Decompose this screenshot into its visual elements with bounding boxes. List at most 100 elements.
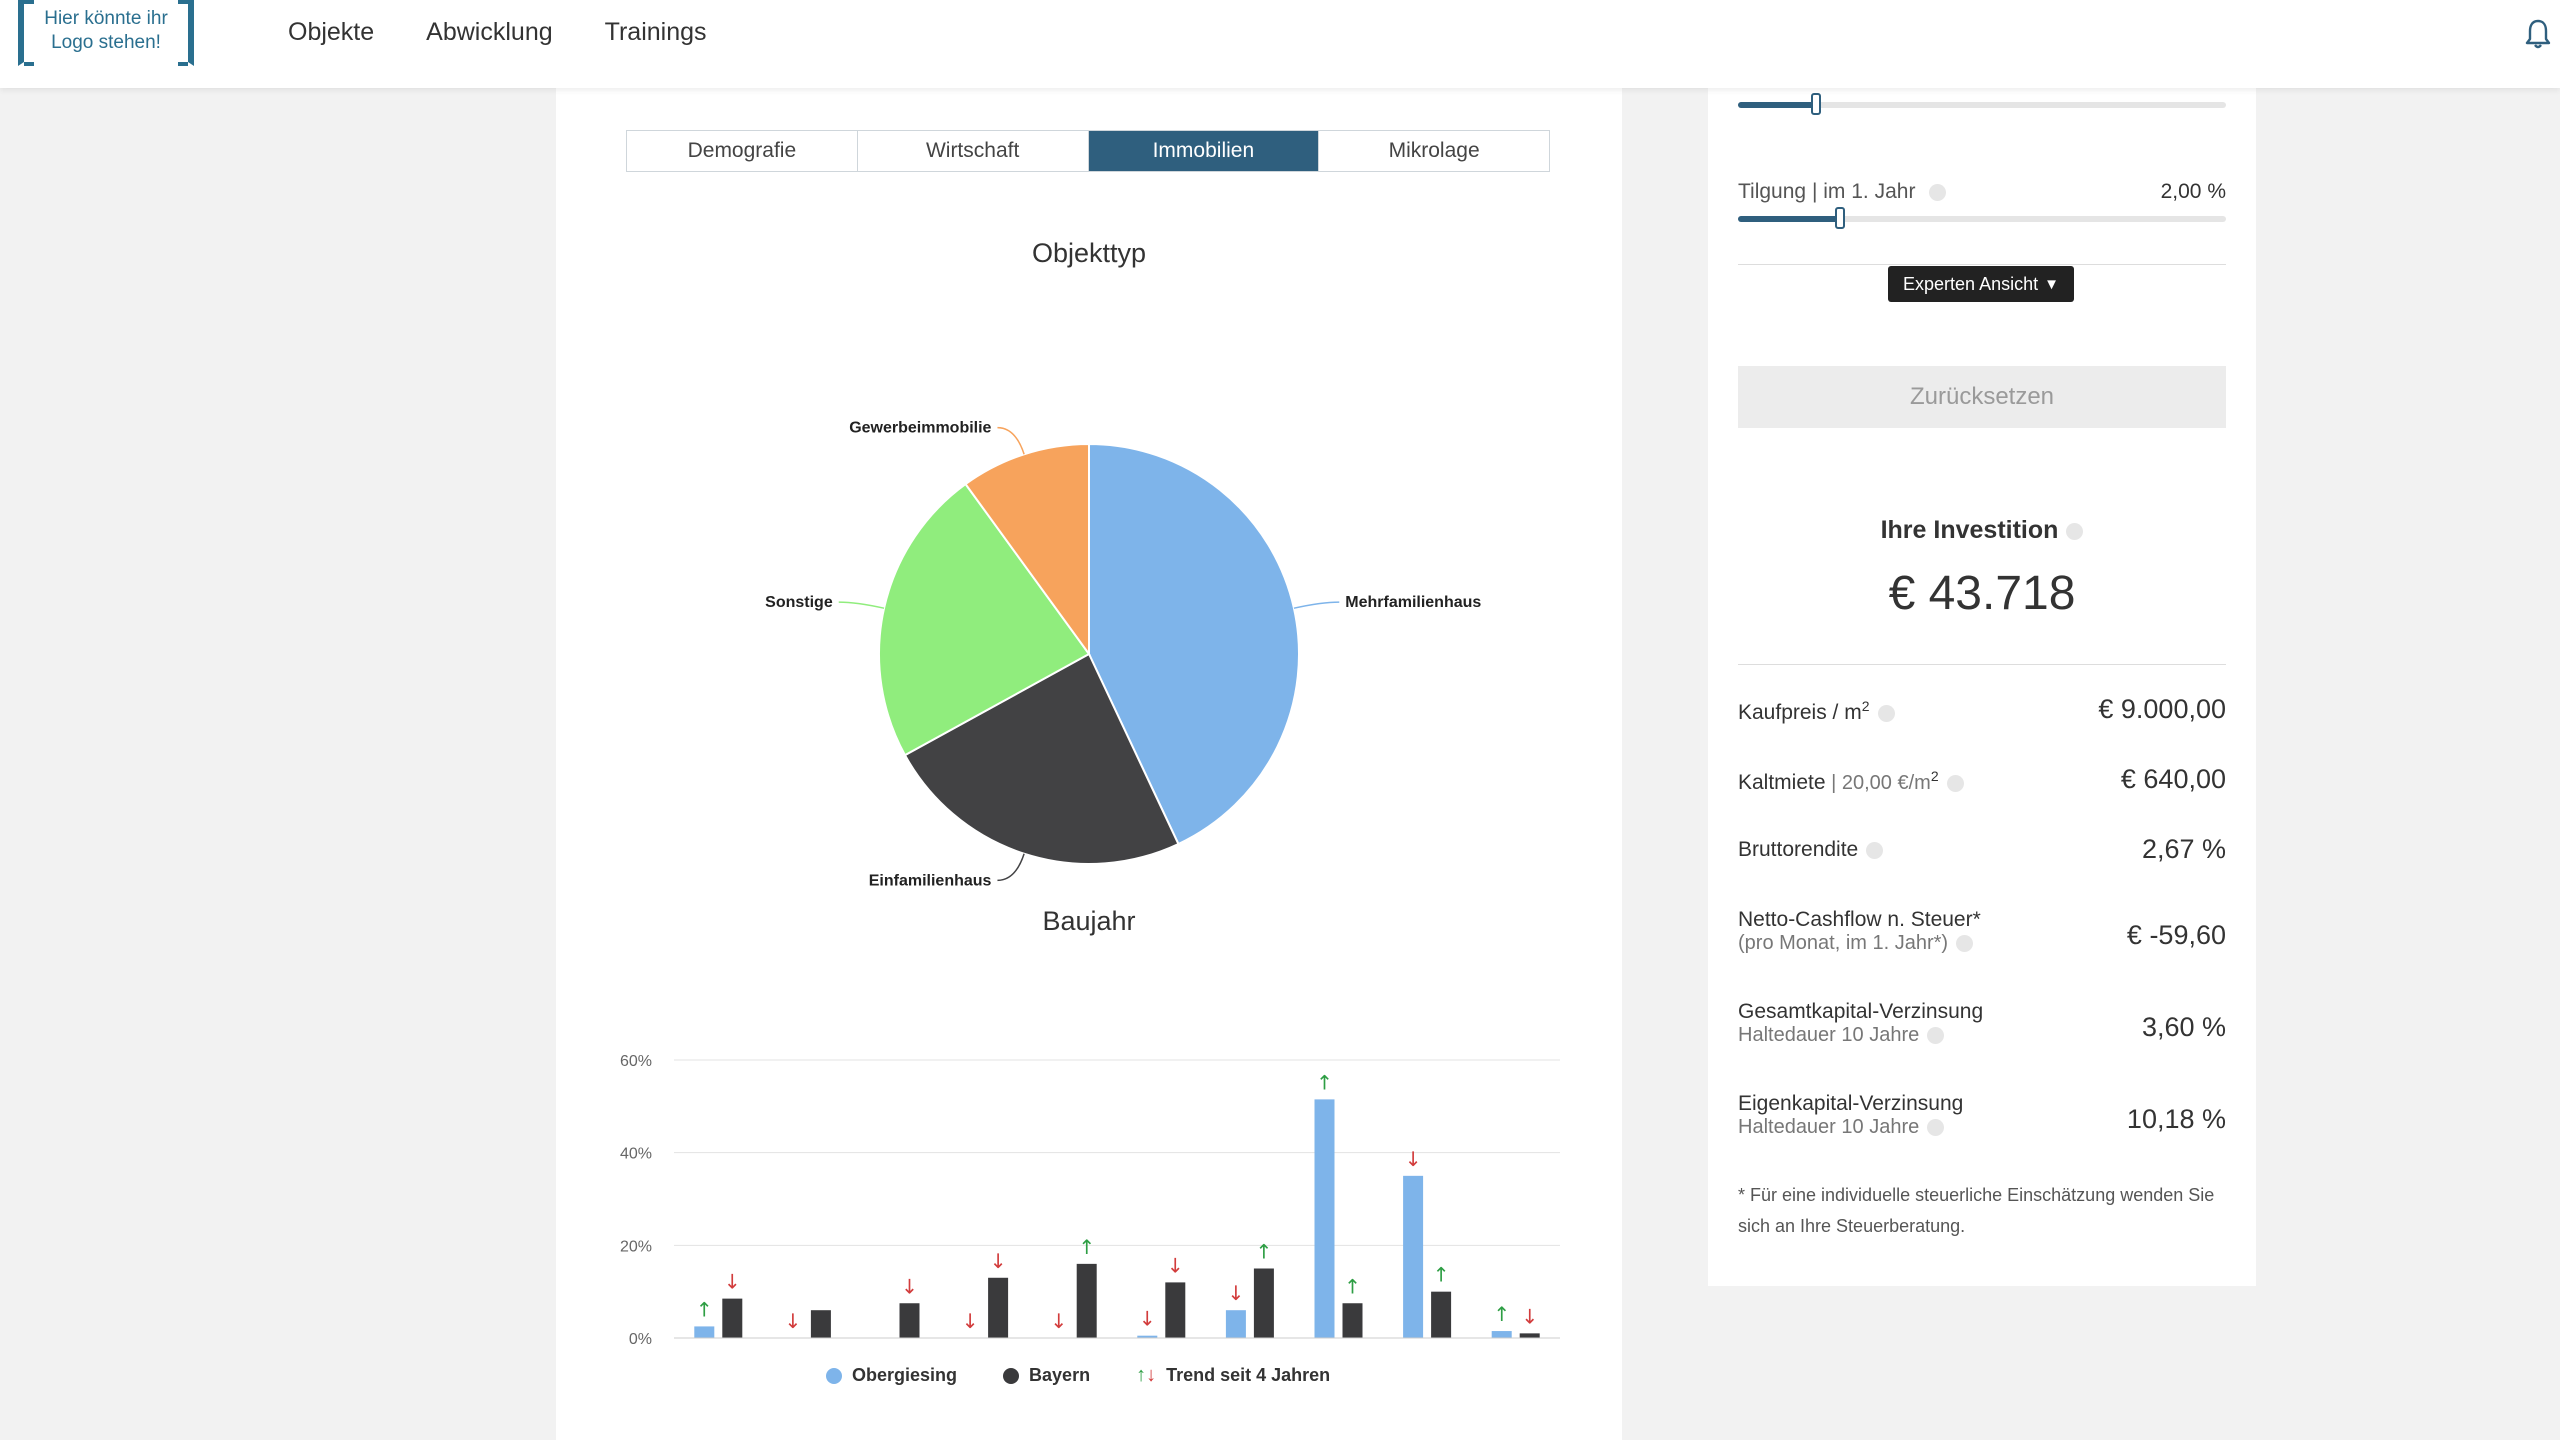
finance-row-label: Gesamtkapital-Verzinsung	[1738, 1000, 1984, 1023]
finance-row: Bruttorendite 2,67 %	[1738, 834, 2226, 864]
tilgung-label: Tilgung	[1738, 180, 1807, 203]
analysis-tabs: Demografie Wirtschaft Immobilien Mikrola…	[626, 130, 1550, 172]
finance-row-value: 3,60 %	[2141, 1012, 2226, 1042]
info-icon[interactable]	[1927, 1027, 1945, 1045]
bell-icon[interactable]	[2524, 18, 2552, 50]
trend-down-icon: ↓	[990, 1249, 1007, 1273]
pie-label-sonstige: Sonstige	[765, 594, 833, 611]
tilgung-slider[interactable]	[1738, 207, 2226, 229]
pie-label-mehrfamilienhaus: Mehrfamilienhaus	[1345, 594, 1481, 611]
top-slider-thumb[interactable]	[1811, 93, 1822, 115]
chevron-down-icon: ▼	[2044, 275, 2059, 293]
tab-immobilien[interactable]: Immobilien	[1088, 131, 1320, 171]
tilgung-slider-thumb[interactable]	[1835, 207, 1846, 229]
pie-slice-einfamilienhaus[interactable]	[903, 652, 1180, 865]
bar-obergiesing[interactable]	[1491, 1331, 1512, 1338]
pie-label-einfamilienhaus: Einfamilienhaus	[869, 872, 992, 889]
bar-chart-legend: Obergiesing Bayern ↑↓ Trend seit 4 Jahre…	[826, 1364, 1330, 1387]
bar-bayern[interactable]	[722, 1298, 743, 1338]
bar-obergiesing[interactable]	[694, 1326, 715, 1338]
logo-text-line2: Logo stehen!	[51, 32, 161, 53]
finance-row-label: Bruttorendite	[1738, 838, 2226, 862]
bar-obergiesing[interactable]	[1403, 1175, 1424, 1338]
bar-chart: 0%20%40%60%↑↓Vor 1919↓1920-1949↓1950-195…	[620, 1053, 1560, 1348]
trend-down-icon: ↓	[1405, 1147, 1422, 1171]
investment-title-text: Ihre Investition	[1880, 516, 2059, 544]
bar-bayern[interactable]	[988, 1277, 1009, 1338]
finance-row-label: Kaltmiete | 20,00 €/m2	[1738, 768, 2226, 795]
trend-down-icon: ↓	[1139, 1307, 1156, 1331]
trend-down-icon: ↓	[1167, 1253, 1184, 1277]
tilgung-value: 2,00 %	[2160, 180, 2226, 203]
y-tick-label: 40%	[620, 1146, 652, 1163]
nav-abwicklung[interactable]: Abwicklung	[426, 18, 553, 46]
finance-row: Gesamtkapital-Verzinsung Haltedauer 10 Ja…	[1738, 1000, 2226, 1047]
logo[interactable]: Hier könnte ihr Logo stehen!	[18, 0, 194, 66]
bar-bayern[interactable]	[1519, 1333, 1540, 1338]
trend-up-icon: ↑	[1433, 1263, 1450, 1287]
legend-item-obergiesing[interactable]: Obergiesing	[826, 1364, 957, 1387]
legend-label-trend: Trend seit 4 Jahren	[1166, 1365, 1331, 1385]
info-icon[interactable]	[1866, 841, 1884, 859]
expert-view-button[interactable]: Experten Ansicht ▼	[1888, 266, 2074, 302]
legend-dot-obergiesing	[826, 1367, 842, 1384]
top-slider-fill	[1738, 102, 1817, 108]
top-slider[interactable]	[1738, 93, 2226, 115]
finance-row: Netto-Cashflow n. Steuer* (pro Monat, im …	[1738, 908, 2226, 955]
legend-item-bayern[interactable]: Bayern	[1003, 1364, 1090, 1387]
finance-card: Tilgung | im 1. Jahr 2,00 % Experten Ans…	[1708, 88, 2256, 1286]
finance-row: Kaltmiete | 20,00 €/m2 € 640,00	[1738, 764, 2226, 795]
bar-obergiesing[interactable]	[1137, 1335, 1158, 1338]
trend-down-icon: ↓	[1521, 1304, 1538, 1328]
trend-up-icon: ↑	[1256, 1240, 1273, 1264]
pie-slice-gewerbeimmobilie[interactable]	[964, 442, 1090, 658]
analysis-card: Demografie Wirtschaft Immobilien Mikrola…	[556, 88, 1622, 1440]
y-tick-label: 60%	[620, 1053, 652, 1070]
bar-obergiesing[interactable]	[1225, 1310, 1246, 1338]
finance-row: Eigenkapital-Verzinsung Haltedauer 10 Jah…	[1738, 1092, 2226, 1139]
pie-slice-mehrfamilienhaus[interactable]	[1088, 442, 1300, 846]
reset-button[interactable]: Zurücksetzen	[1738, 366, 2226, 428]
info-icon[interactable]	[1877, 704, 1895, 722]
finance-row-value: 10,18 %	[2126, 1104, 2226, 1134]
info-icon[interactable]	[1946, 774, 1964, 792]
bar-bayern[interactable]	[899, 1303, 920, 1338]
finance-row-value: 2,67 %	[2141, 834, 2226, 864]
finance-row-label: Netto-Cashflow n. Steuer*	[1738, 908, 1981, 931]
trend-down-icon: ↓	[1050, 1309, 1067, 1333]
info-icon[interactable]	[2066, 522, 2084, 540]
pie-connector	[838, 601, 885, 609]
expert-view-label: Experten Ansicht	[1903, 273, 2039, 294]
main-nav: Objekte Abwicklung Trainings	[288, 18, 707, 47]
y-tick-label: 0%	[629, 1331, 652, 1348]
finance-row: Kaufpreis / m2 € 9.000,00	[1738, 694, 2226, 725]
info-icon[interactable]	[1927, 1119, 1945, 1137]
bar-bayern[interactable]	[1431, 1291, 1452, 1338]
legend-item-trend[interactable]: ↑↓ Trend seit 4 Jahren	[1136, 1364, 1330, 1387]
tilgung-label-wrap: Tilgung | im 1. Jahr	[1738, 180, 1947, 204]
info-icon[interactable]	[1929, 183, 1947, 201]
investment-value: € 43.718	[1888, 567, 2076, 620]
tab-demografie[interactable]: Demografie	[627, 131, 858, 171]
bar-bayern[interactable]	[1076, 1263, 1097, 1338]
bar-bayern[interactable]	[1165, 1282, 1186, 1338]
tax-note: * Für eine individuelle steuerliche Eins…	[1738, 1185, 2215, 1236]
finance-row-value: € -59,60	[2126, 920, 2226, 950]
investment-title: Ihre Investition	[1708, 516, 2256, 545]
trend-arrows-icon: ↑↓	[1136, 1364, 1157, 1386]
bar-obergiesing[interactable]	[1314, 1099, 1335, 1338]
nav-objekte[interactable]: Objekte	[288, 18, 375, 46]
legend-dot-bayern	[1003, 1367, 1020, 1384]
bar-bayern[interactable]	[810, 1310, 831, 1338]
finance-row-sublabel: Haltedauer 10 Jahre	[1738, 1024, 2226, 1047]
bar-bayern[interactable]	[1342, 1303, 1363, 1338]
legend-label-obergiesing: Obergiesing	[852, 1365, 958, 1385]
trend-down-icon: ↓	[785, 1309, 802, 1333]
divider	[1738, 664, 2226, 665]
bar-bayern[interactable]	[1253, 1268, 1274, 1339]
info-icon[interactable]	[1956, 935, 1974, 953]
tab-wirtschaft[interactable]: Wirtschaft	[858, 131, 1089, 171]
tab-mikrolage[interactable]: Mikrolage	[1388, 139, 1480, 162]
nav-trainings[interactable]: Trainings	[604, 18, 707, 46]
pie-slice-sonstige[interactable]	[878, 482, 1091, 757]
